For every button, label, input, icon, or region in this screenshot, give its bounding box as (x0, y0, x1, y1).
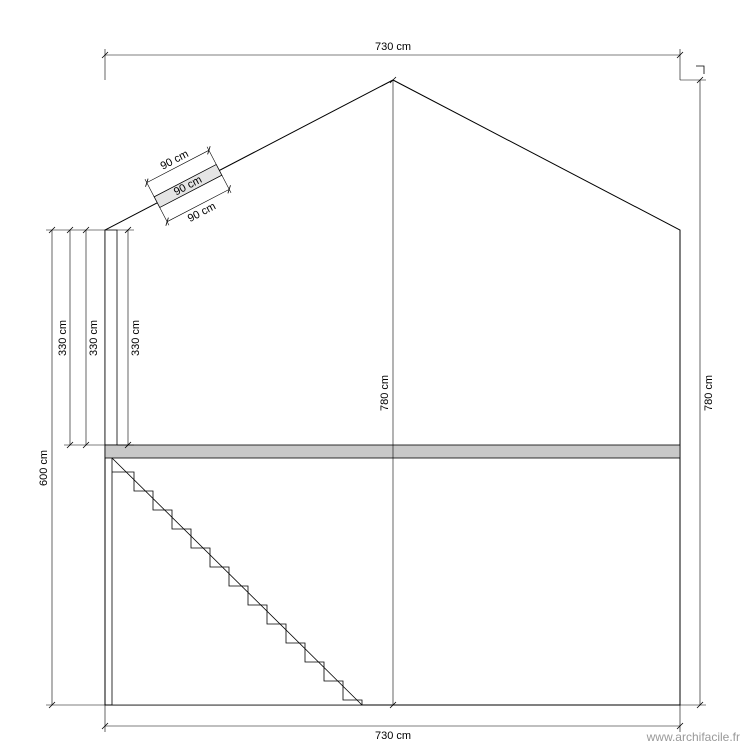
dim-center-780: 780 cm (379, 77, 396, 708)
dim-left-600-label: 600 cm (38, 450, 50, 486)
dim-width-top-label: 730 cm (375, 41, 411, 53)
inner-wall-left (105, 230, 117, 445)
dim-width-bottom-label: 730 cm (375, 730, 411, 742)
dim-top-width: 730 cm (102, 41, 683, 80)
dim-left-330a-label: 330 cm (57, 320, 69, 356)
house-section-diagram: 90 cm 90 cm 90 cm 730 cm 730 cm 600 (0, 0, 750, 750)
skylight-group: 90 cm 90 cm 90 cm (138, 137, 238, 235)
dim-skylight-mid: 90 cm (172, 174, 204, 198)
dim-inner-330-label: 330 cm (130, 320, 142, 356)
dim-inner-330: 330 cm (117, 227, 142, 448)
dim-center-780-label: 780 cm (379, 375, 391, 411)
dim-skylight-bot: 90 cm (186, 200, 218, 224)
dim-left-600: 600 cm (38, 227, 105, 708)
dim-right-780: 780 cm (680, 77, 715, 708)
dim-bottom-width: 730 cm (102, 705, 683, 742)
corner-mark (696, 66, 704, 74)
dim-left-330b-label: 330 cm (88, 320, 100, 356)
dim-left-330b: 330 cm (83, 227, 100, 448)
dim-right-780-label: 780 cm (703, 375, 715, 411)
dim-skylight-top: 90 cm (159, 148, 191, 172)
floor-slab (105, 445, 680, 458)
watermark: www.archifacile.fr (647, 730, 740, 744)
